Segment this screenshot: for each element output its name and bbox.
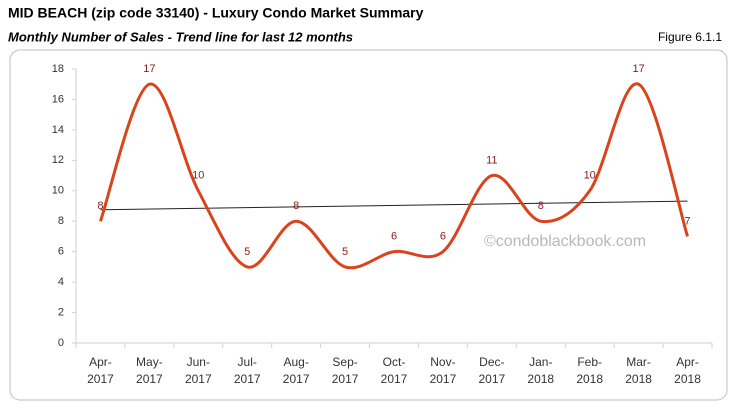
x-tick-label: Oct-2017 — [381, 355, 408, 386]
data-label: 17 — [632, 63, 644, 75]
data-label: 7 — [684, 215, 690, 227]
y-tick-label: 8 — [58, 215, 64, 227]
x-tick-label: Apr-2017 — [87, 355, 114, 386]
chart-title: MID BEACH (zip code 33140) - Luxury Cond… — [8, 5, 424, 21]
y-tick-label: 4 — [58, 276, 64, 288]
y-tick-label: 18 — [52, 63, 64, 75]
series-line — [99, 82, 689, 270]
x-tick-label: Dec-2017 — [478, 355, 505, 386]
data-label: 8 — [293, 200, 299, 212]
trend-line — [100, 200, 688, 211]
x-tick-label: Jun-2017 — [185, 355, 212, 386]
y-tick-label: 12 — [52, 154, 64, 166]
data-label: 5 — [342, 246, 348, 258]
data-label: 10 — [584, 170, 596, 182]
x-tick-label: Apr-2018 — [674, 355, 701, 386]
watermark: ©condoblackbook.com — [484, 233, 646, 250]
x-tick-label: Nov-2017 — [430, 355, 457, 386]
data-label: 17 — [143, 63, 155, 75]
x-tick-label: Jan-2018 — [527, 355, 554, 386]
data-label: 6 — [440, 231, 446, 243]
x-tick-label: Jul-2017 — [234, 355, 261, 386]
x-tick-label: Sep-2017 — [332, 355, 359, 386]
y-tick-label: 6 — [58, 246, 64, 258]
x-tick-label: Aug-2017 — [283, 355, 310, 386]
data-label: 5 — [244, 246, 250, 258]
x-tick-label: May-2017 — [136, 355, 163, 386]
figure-label: Figure 6.1.1 — [658, 30, 722, 44]
data-label: 11 — [486, 154, 497, 166]
y-tick-label: 2 — [58, 306, 64, 318]
data-label: 10 — [192, 170, 204, 182]
y-tick-label: 14 — [52, 124, 64, 136]
chart-frame — [9, 49, 728, 401]
data-label: 8 — [538, 200, 544, 212]
data-label: 8 — [97, 200, 103, 212]
x-tick-label: Feb-2018 — [576, 355, 603, 386]
y-tick-label: 16 — [52, 93, 64, 105]
chart-subtitle: Monthly Number of Sales - Trend line for… — [8, 29, 353, 44]
y-tick-label: 10 — [52, 185, 64, 197]
data-label: 6 — [391, 231, 397, 243]
y-tick-label: 0 — [58, 337, 64, 349]
x-tick-label: Mar-2018 — [625, 355, 652, 386]
